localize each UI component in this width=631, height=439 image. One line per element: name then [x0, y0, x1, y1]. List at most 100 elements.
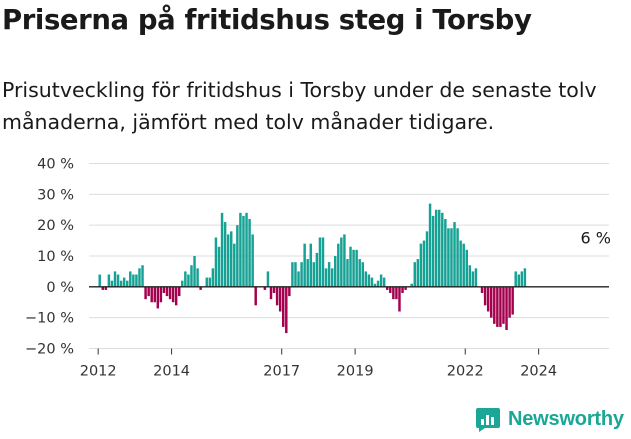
bar: [352, 249, 355, 287]
bar: [386, 286, 389, 290]
bar: [178, 286, 181, 297]
bar: [141, 265, 144, 287]
bar: [138, 268, 141, 287]
x-tick-label: 2012: [80, 364, 117, 380]
bar: [254, 286, 257, 306]
bar: [303, 243, 306, 287]
y-tick-label: 0 %: [46, 280, 74, 296]
bars: [98, 203, 527, 334]
bar: [398, 286, 401, 312]
bar: [413, 262, 416, 287]
bar: [343, 234, 346, 287]
bar: [208, 277, 212, 287]
bar: [334, 256, 337, 287]
y-tick-label: 20 %: [37, 218, 74, 234]
bar: [349, 246, 352, 287]
bar: [346, 259, 349, 287]
bar: [441, 212, 444, 287]
bar: [499, 286, 502, 327]
bar: [456, 228, 459, 287]
bar: [153, 286, 156, 303]
bar: [294, 262, 297, 287]
bar: [110, 280, 114, 287]
bar: [217, 246, 221, 287]
bar: [459, 240, 462, 287]
bar: [309, 243, 312, 287]
bar: [511, 286, 514, 315]
bar: [419, 243, 423, 287]
bar: [297, 271, 300, 287]
bar: [150, 286, 153, 303]
bar: [242, 215, 245, 287]
bar: [135, 274, 138, 287]
bar: [324, 268, 328, 287]
bar: [220, 212, 224, 287]
bar: [107, 274, 111, 287]
bar: [104, 286, 108, 290]
bar: [223, 222, 227, 287]
bar: [462, 243, 465, 287]
bar: [245, 212, 248, 287]
bar: [205, 277, 208, 287]
bar: [193, 256, 196, 287]
bar: [181, 280, 184, 287]
bar: [465, 249, 468, 287]
bar: [101, 286, 104, 290]
x-axis: 2012 2014 2017 2019 2022 2024: [80, 348, 557, 380]
bar: [330, 268, 334, 287]
y-axis-labels: 40 % 30 % 20 % 10 % 0 % −10 % −20 %: [25, 157, 74, 358]
bar: [315, 252, 319, 287]
bar: [116, 274, 120, 287]
bar: [278, 286, 282, 312]
bar: [233, 243, 236, 287]
bar: [434, 209, 438, 287]
chart-title: Priserna på fritidshus steg i Torsby: [2, 4, 532, 36]
bar: [171, 286, 175, 303]
bar: [401, 286, 404, 293]
bar: [514, 271, 517, 287]
x-tick-label: 2022: [447, 364, 484, 380]
bar: [321, 237, 325, 287]
bar: [199, 286, 202, 290]
bar: [236, 225, 239, 287]
bar: [355, 249, 358, 287]
bar: [156, 286, 160, 309]
bar: [416, 259, 420, 287]
bar-chart-logo-icon: [476, 408, 500, 432]
y-tick-label: −20 %: [25, 342, 74, 358]
bar: [450, 228, 453, 287]
bar: [318, 237, 322, 287]
bar: [444, 219, 447, 287]
bar: [230, 231, 233, 287]
bar: [337, 243, 340, 287]
bar: [425, 231, 429, 287]
bar: [126, 280, 129, 287]
bar: [523, 268, 527, 287]
bar: [468, 265, 472, 287]
bar: [364, 271, 368, 287]
bar: [266, 271, 270, 287]
bar: [211, 268, 215, 287]
bar: [376, 280, 380, 287]
bar: [291, 262, 294, 287]
y-tick-label: −10 %: [25, 311, 74, 327]
bar: [520, 271, 524, 287]
bar: [275, 286, 279, 306]
bar: [392, 286, 395, 300]
bar: [285, 286, 288, 334]
bar: [184, 271, 187, 287]
bar: [288, 286, 291, 297]
bar: [453, 222, 456, 287]
bar: [447, 228, 450, 287]
bar: [226, 234, 230, 287]
bar: [282, 286, 285, 327]
bar: [239, 212, 242, 287]
bar: [379, 274, 383, 287]
bar: [431, 215, 435, 287]
y-tick-label: 10 %: [37, 249, 74, 265]
bar: [119, 280, 123, 287]
bar: [272, 286, 276, 293]
x-tick-label: 2014: [153, 364, 190, 380]
bar: [187, 274, 190, 287]
chart-subtitle: Prisutveckling för fritidshus i Torsby u…: [2, 78, 597, 134]
